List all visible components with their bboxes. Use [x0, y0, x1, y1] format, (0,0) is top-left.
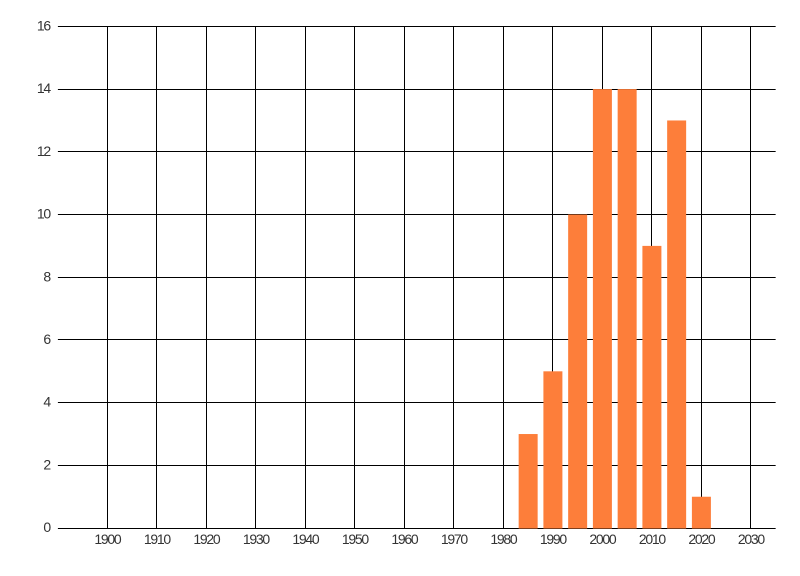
svg-text:16: 16	[37, 17, 51, 33]
svg-text:12: 12	[37, 143, 51, 159]
svg-text:8: 8	[43, 268, 51, 284]
svg-text:1930: 1930	[243, 531, 270, 547]
svg-text:1900: 1900	[94, 531, 121, 547]
svg-text:1990: 1990	[540, 531, 567, 547]
svg-text:1940: 1940	[292, 531, 319, 547]
svg-text:2000: 2000	[589, 531, 616, 547]
svg-text:1910: 1910	[144, 531, 171, 547]
svg-text:1970: 1970	[441, 531, 468, 547]
svg-text:2030: 2030	[738, 531, 765, 547]
svg-text:1920: 1920	[193, 531, 220, 547]
svg-text:1980: 1980	[490, 531, 517, 547]
svg-text:2: 2	[43, 456, 51, 472]
svg-text:10: 10	[37, 206, 51, 222]
svg-text:14: 14	[37, 80, 51, 96]
svg-text:1950: 1950	[342, 531, 369, 547]
svg-text:2020: 2020	[688, 531, 715, 547]
svg-text:2010: 2010	[639, 531, 666, 547]
svg-text:6: 6	[43, 331, 51, 347]
svg-text:4: 4	[43, 394, 51, 410]
svg-text:1960: 1960	[391, 531, 418, 547]
svg-text:0: 0	[43, 519, 51, 535]
